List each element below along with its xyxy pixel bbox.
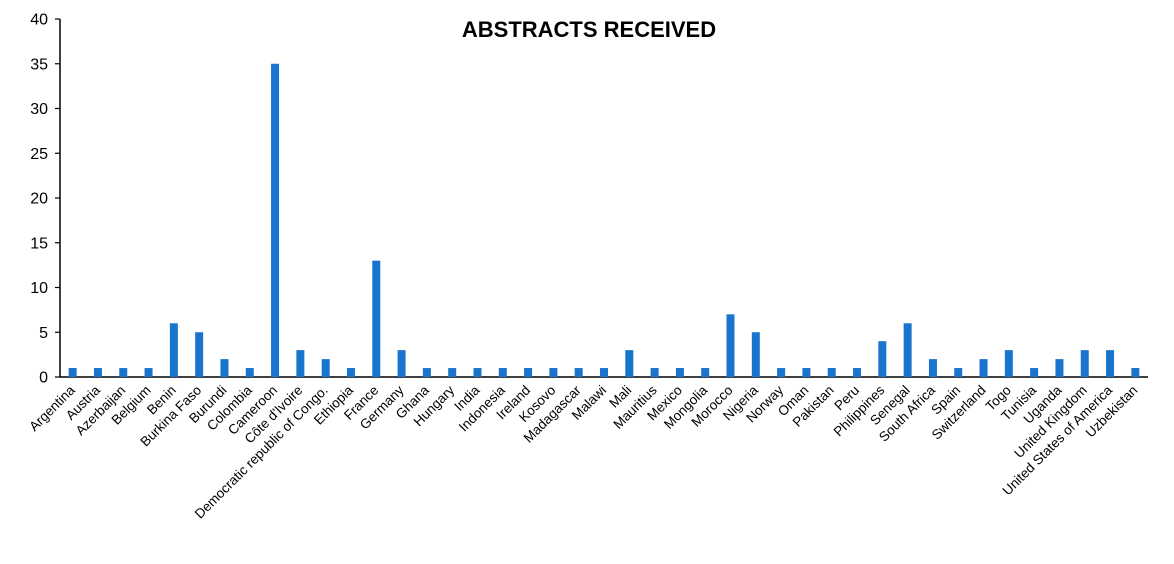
bar [777, 368, 786, 377]
y-tick-label: 40 [30, 12, 48, 29]
y-axis: 0 5 10 15 20 25 30 35 40 [30, 12, 61, 387]
bar [979, 359, 988, 377]
bar [220, 359, 229, 377]
bar [675, 368, 684, 377]
y-tick-label: 35 [30, 56, 48, 73]
bar [1106, 350, 1115, 377]
bar [701, 368, 710, 377]
y-tick-label: 5 [39, 325, 48, 342]
bar [549, 368, 558, 377]
bar [144, 368, 153, 377]
bar [903, 323, 912, 377]
chart-title: ABSTRACTS RECEIVED [462, 17, 716, 42]
y-tick-label: 0 [39, 370, 48, 387]
y-tick-label: 30 [30, 101, 48, 118]
bar [650, 368, 659, 377]
bar [68, 368, 77, 377]
bar [853, 368, 862, 377]
bar [928, 359, 937, 377]
bar [600, 368, 608, 377]
category-labels: ArgentinaAustriaAzerbaijanBelgiumBeninBu… [26, 382, 1140, 521]
bar [827, 368, 836, 377]
bar [498, 368, 507, 377]
bar [119, 368, 128, 377]
bar [372, 260, 381, 377]
bar [524, 368, 533, 377]
bar [397, 350, 406, 377]
bar [271, 63, 280, 377]
bar [1030, 368, 1039, 377]
bar [346, 368, 355, 377]
bar [802, 368, 811, 377]
bar [954, 368, 963, 377]
bar [625, 350, 634, 377]
bar [1131, 368, 1140, 377]
bar [422, 368, 431, 377]
bar [245, 368, 254, 377]
bar [574, 368, 583, 377]
bar [751, 332, 760, 377]
bar [1080, 350, 1089, 377]
bar [1004, 350, 1013, 377]
y-tick-label: 15 [30, 235, 48, 252]
y-tick-label: 10 [30, 280, 48, 297]
bar [195, 332, 204, 377]
bar [321, 359, 330, 377]
bar [296, 350, 305, 377]
bars [68, 63, 1140, 377]
bar [473, 368, 482, 377]
bar [1055, 359, 1064, 377]
y-tick-label: 20 [30, 191, 48, 208]
bar [93, 368, 102, 377]
bar [726, 314, 735, 377]
bar [169, 323, 178, 377]
bar [878, 341, 887, 377]
y-tick-label: 25 [30, 146, 48, 163]
bar [448, 368, 457, 377]
